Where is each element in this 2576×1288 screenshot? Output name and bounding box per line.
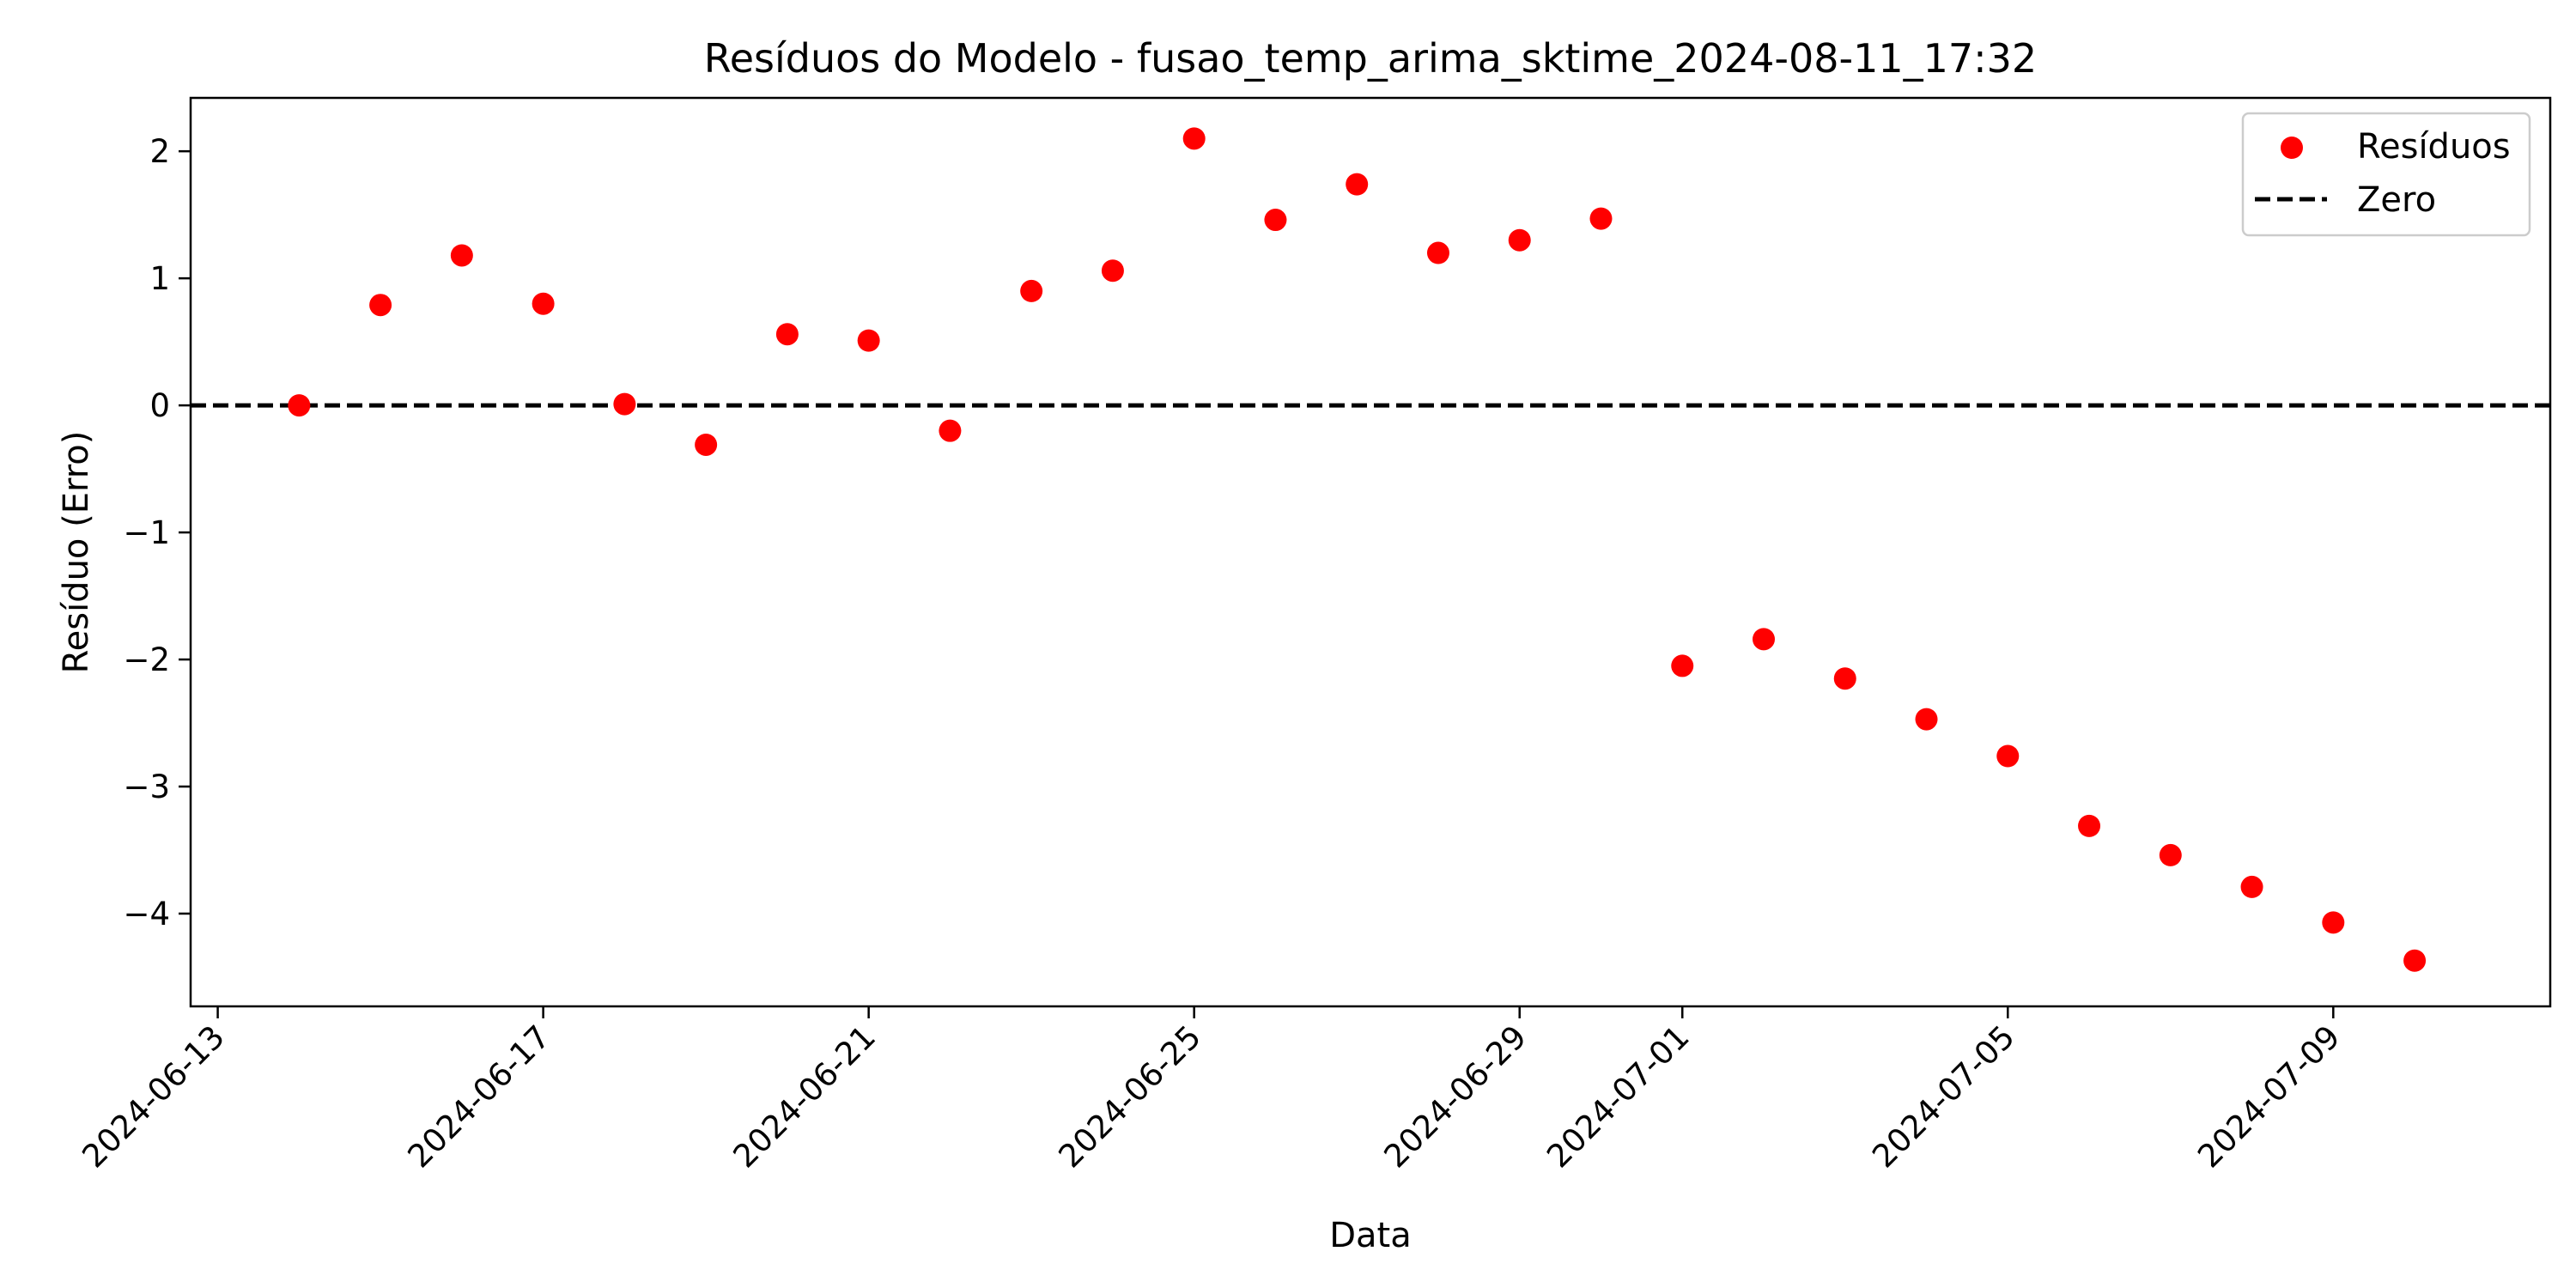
y-tick-label: −3 — [123, 769, 170, 805]
legend-box — [2241, 112, 2531, 237]
x-axis-label: Data — [1329, 1216, 1412, 1255]
legend: Resíduos Zero — [2241, 112, 2531, 237]
residual-point — [939, 419, 962, 442]
residual-point — [1264, 209, 1287, 232]
residual-point — [450, 244, 473, 267]
y-tick-label: 0 — [149, 387, 170, 424]
legend-zero-label: Zero — [2357, 180, 2436, 220]
residual-point — [2078, 814, 2101, 837]
residual-point — [695, 433, 718, 456]
residual-point — [2240, 875, 2263, 898]
residual-point — [857, 329, 880, 352]
y-tick-label: 1 — [149, 260, 170, 297]
y-tick-label: −4 — [123, 896, 170, 933]
residual-point — [613, 392, 636, 416]
data-points — [288, 127, 2427, 972]
residual-point — [1753, 628, 1775, 651]
residual-point — [369, 294, 392, 317]
legend-residuos-marker — [2281, 137, 2303, 159]
chart-title: Resíduos do Modelo - fusao_temp_arima_sk… — [704, 35, 2037, 82]
y-tick-label: −1 — [123, 514, 170, 551]
residual-point — [1182, 127, 1206, 150]
residual-point — [1996, 744, 2020, 768]
residual-point — [1589, 207, 1613, 230]
plot-frame — [189, 96, 2552, 1008]
residual-point — [2159, 843, 2182, 866]
residual-point — [2403, 949, 2427, 972]
legend-residuos-label: Resíduos — [2357, 127, 2511, 167]
residual-point — [1915, 708, 1938, 731]
y-axis-label: Resíduo (Erro) — [57, 431, 96, 674]
y-tick-label: 2 — [149, 133, 170, 170]
residual-point — [1101, 259, 1124, 283]
residual-point — [775, 323, 799, 346]
residual-point — [288, 394, 311, 417]
residual-point — [532, 292, 555, 315]
residual-point — [1508, 228, 1531, 252]
residual-point — [1833, 667, 1856, 690]
residual-point — [1346, 173, 1369, 196]
residual-point — [1671, 654, 1694, 677]
y-tick-label: −2 — [123, 641, 170, 678]
residual-point — [1426, 241, 1449, 264]
y-axis: 2 1 0 −1 −2 −3 −4 — [123, 133, 191, 933]
residual-point — [2322, 911, 2345, 934]
residual-point — [1020, 279, 1043, 302]
